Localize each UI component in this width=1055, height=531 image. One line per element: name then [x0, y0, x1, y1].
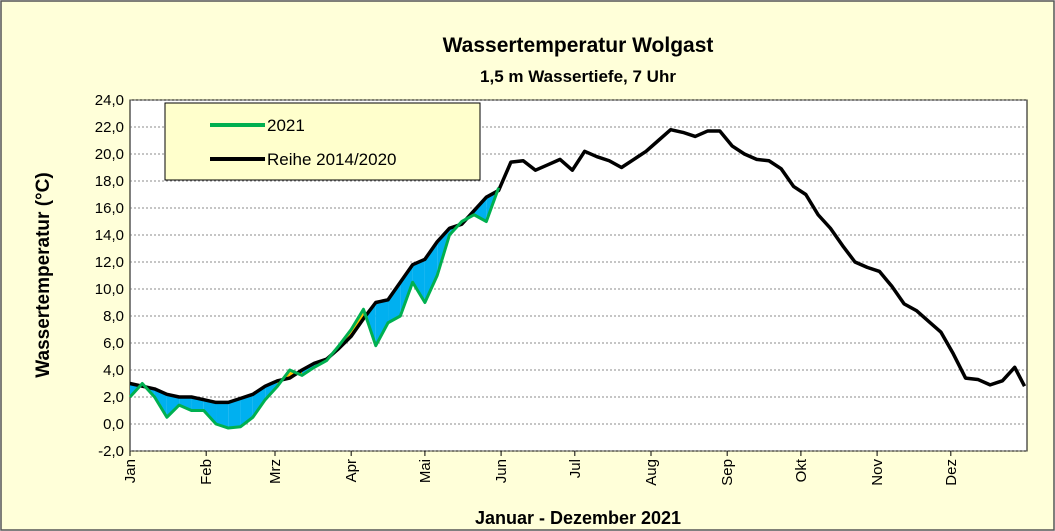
- x-tick-label: Mrz: [267, 459, 284, 484]
- series-line: [128, 187, 501, 430]
- legend-box: [164, 102, 481, 181]
- x-tick-label: Nov: [869, 459, 886, 486]
- x-tick-label: Jan: [122, 459, 139, 483]
- difference-fill: [412, 259, 425, 303]
- y-tick-label: 12,0: [95, 254, 124, 271]
- difference-fill: [179, 397, 192, 411]
- y-tick-label: 16,0: [95, 200, 124, 217]
- y-tick-label: -2,0: [98, 443, 124, 460]
- y-tick-label: 8,0: [103, 308, 124, 325]
- x-tick-label: Feb: [198, 459, 215, 485]
- y-tick-label: 2,0: [103, 389, 124, 406]
- difference-fill: [375, 299, 389, 346]
- y-tick-label: 6,0: [103, 335, 124, 352]
- x-tick-label: Aug: [643, 459, 660, 486]
- x-tick-label: Apr: [343, 459, 360, 482]
- x-tick-label: Dez: [943, 459, 960, 486]
- y-tick-label: 0,0: [103, 416, 124, 433]
- x-axis-label: Januar - Dezember 2021: [475, 508, 681, 528]
- y-tick-label: 14,0: [95, 227, 124, 244]
- chart-subtitle: 1,5 m Wassertiefe, 7 Uhr: [480, 67, 676, 86]
- y-axis-label: Wassertemperatur (°C): [33, 172, 54, 377]
- chart-title: Wassertemperatur Wolgast: [443, 34, 714, 57]
- legend-label: 2021: [267, 116, 305, 135]
- difference-fill: [203, 399, 217, 424]
- y-tick-label: 20,0: [95, 146, 124, 163]
- x-tick-label: Okt: [793, 458, 810, 482]
- difference-fill: [216, 402, 229, 429]
- difference-fill: [400, 264, 413, 316]
- x-tick-label: Mai: [417, 459, 434, 483]
- y-tick-label: 18,0: [95, 173, 124, 190]
- y-tick-label: 22,0: [95, 119, 124, 136]
- x-tick-label: Sep: [719, 459, 736, 486]
- x-tick-label: Jun: [493, 459, 510, 483]
- series-line: [129, 127, 1027, 405]
- legend-label: Reihe 2014/2020: [267, 150, 397, 169]
- difference-fill: [388, 282, 401, 323]
- y-tick-label: 4,0: [103, 362, 124, 379]
- y-tick-label: 10,0: [95, 281, 124, 298]
- difference-fill: [166, 394, 180, 418]
- difference-fill: [228, 398, 241, 429]
- y-tick-label: 24,0: [95, 92, 124, 109]
- x-tick-label: Jul: [567, 459, 584, 478]
